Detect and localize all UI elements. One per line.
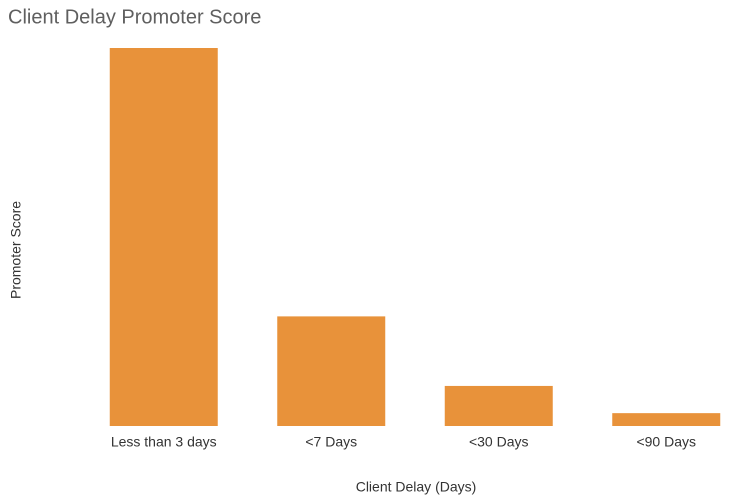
chart-title: Client Delay Promoter Score — [8, 6, 261, 28]
y-axis-label: Promoter Score — [8, 201, 24, 299]
x-tick-label: <7 Days — [305, 434, 357, 450]
x-tick-label: Less than 3 days — [111, 434, 217, 450]
bar — [277, 316, 386, 426]
x-tick-label: <30 Days — [469, 434, 529, 450]
bar — [109, 48, 218, 426]
bar — [612, 413, 721, 426]
x-tick-label: <90 Days — [636, 434, 696, 450]
x-axis-label: Client Delay (Days) — [356, 479, 477, 495]
bar — [444, 385, 553, 426]
